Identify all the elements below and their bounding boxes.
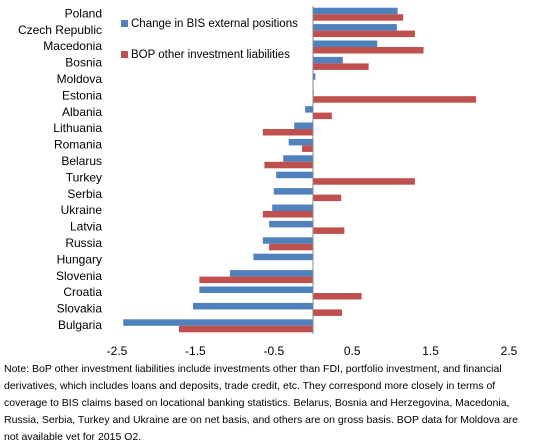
bar: [302, 145, 313, 152]
bar: [313, 56, 343, 64]
x-tick-label: -1.5: [185, 344, 206, 355]
y-tick-label: Belarus: [61, 154, 102, 168]
bar: [313, 227, 345, 234]
bar: [313, 194, 342, 202]
bar: [313, 63, 369, 70]
bar: [294, 122, 313, 129]
y-tick-label: Macedonia: [43, 39, 102, 53]
bar: [262, 237, 313, 244]
bar: [313, 112, 332, 120]
bar: [313, 309, 343, 316]
y-tick-label: Estonia: [62, 88, 102, 102]
y-tick-label: Russia: [65, 236, 102, 250]
chart: -2.5 -1.5 -0.5 0.5 1.5 2.5 Poland Czech Republi…: [18, 6, 518, 358]
legend-swatch: [121, 20, 128, 27]
bar: [178, 325, 313, 333]
bar: [262, 211, 313, 218]
bar: [272, 204, 313, 211]
bar: [264, 161, 313, 169]
note: Note: BoP other investment liabilities i…: [4, 363, 518, 440]
bar: [199, 286, 313, 293]
y-tick-label: Croatia: [63, 285, 102, 299]
bar: [283, 155, 313, 162]
y-tick-label: Czech Republic: [18, 23, 102, 37]
y-tick-label: Lithuania: [53, 121, 102, 135]
legend-label: BOP other investment liabilities: [131, 49, 290, 61]
x-tick-label: -0.5: [263, 344, 284, 355]
bar: [313, 178, 415, 185]
y-tick-label: Romania: [54, 138, 102, 152]
bar: [199, 276, 313, 284]
bar: [313, 24, 397, 31]
legend-label: Change in BIS external positions: [131, 18, 298, 30]
y-tick-label: Poland: [65, 6, 102, 20]
bar: [313, 96, 477, 103]
bar: [123, 319, 313, 326]
bar: [313, 293, 362, 300]
bar: [313, 40, 378, 47]
bar: [313, 30, 415, 38]
y-tick-label: Slovenia: [56, 269, 102, 283]
bar: [253, 253, 313, 261]
bar: [269, 220, 313, 228]
bar: [313, 7, 398, 15]
bar: [229, 270, 313, 277]
y-tick-label: Serbia: [67, 187, 102, 201]
y-tick-label: Bosnia: [65, 56, 102, 70]
y-tick-label: Hungary: [57, 252, 102, 266]
x-tick-label: -2.5: [107, 344, 128, 355]
bar: [313, 73, 316, 80]
x-tick-label: 1.5: [422, 344, 439, 355]
legend-swatch: [121, 51, 128, 58]
y-tick-label: Slovakia: [57, 302, 103, 316]
x-tick-label: 2.5: [501, 344, 518, 355]
bar: [269, 243, 313, 251]
bar: [305, 106, 313, 113]
bar: [288, 138, 313, 146]
bar: [276, 171, 313, 179]
y-tick-label: Albania: [62, 105, 102, 119]
y-tick-label: Bulgaria: [58, 318, 102, 332]
y-tick-label: Ukraine: [61, 203, 103, 217]
bar: [313, 14, 404, 21]
y-tick-label: Latvia: [70, 220, 102, 234]
bar: [193, 302, 313, 310]
y-tick-label: Turkey: [66, 170, 102, 184]
bar: [262, 129, 313, 136]
x-tick-label: 0.5: [344, 344, 361, 355]
bar: [313, 47, 424, 54]
y-tick-label: Moldova: [57, 72, 103, 86]
bar: [273, 188, 313, 195]
